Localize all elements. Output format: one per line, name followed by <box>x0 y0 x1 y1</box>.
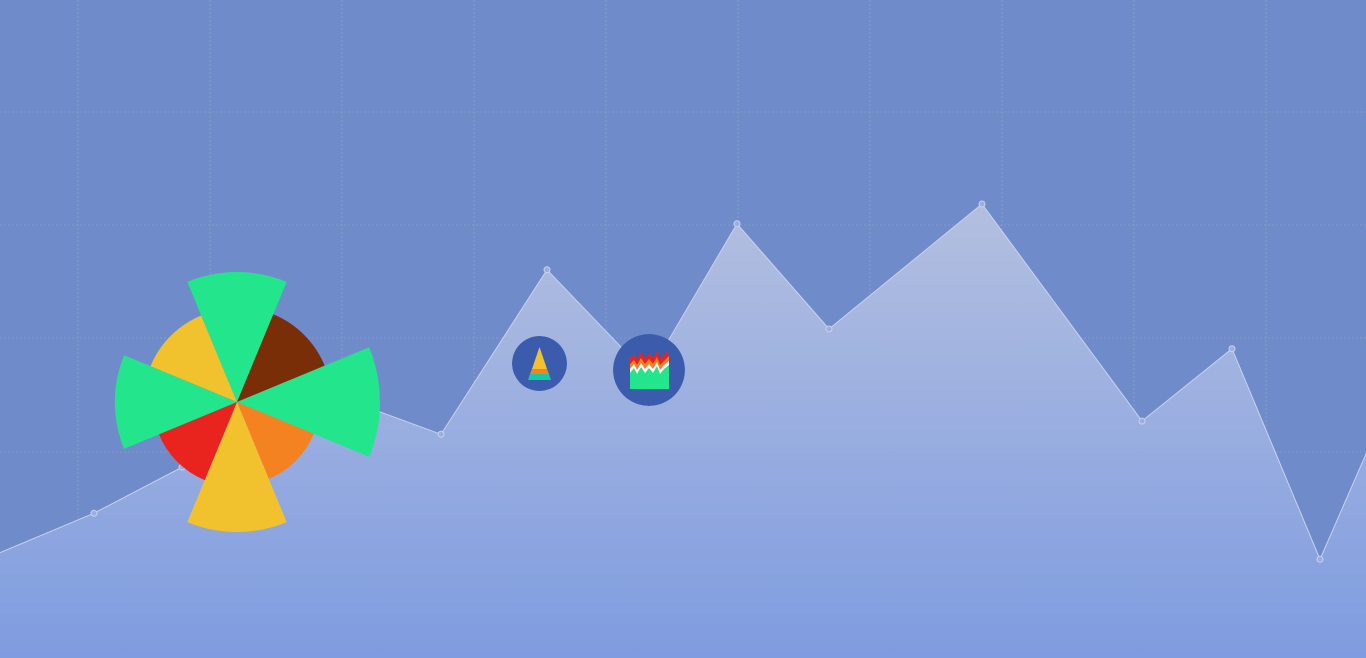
area-point <box>437 430 445 438</box>
area-point <box>1138 417 1146 425</box>
area-point <box>1228 345 1236 353</box>
area-point <box>978 200 986 208</box>
pyramid-chart-graphic <box>512 336 567 391</box>
rose-petal <box>237 314 325 402</box>
rose-chart-logo <box>110 262 390 542</box>
area-point <box>1316 555 1324 563</box>
rose-petal <box>187 402 287 532</box>
rose-petal <box>114 355 237 449</box>
rose-petal <box>237 347 380 457</box>
rose-petal <box>187 272 287 402</box>
rose-chart-graphic <box>114 272 380 532</box>
area-chart-graphic <box>613 334 685 406</box>
rose-petal <box>150 315 237 402</box>
background-area <box>0 204 1366 658</box>
pyramid-chart-icon[interactable] <box>512 336 567 391</box>
area-point <box>825 325 833 333</box>
area-point <box>733 220 741 228</box>
rose-petal <box>158 402 237 481</box>
rose-petal <box>237 402 314 479</box>
area-point <box>543 266 551 274</box>
area-chart-icon[interactable] <box>613 334 685 406</box>
area-point <box>90 509 98 517</box>
